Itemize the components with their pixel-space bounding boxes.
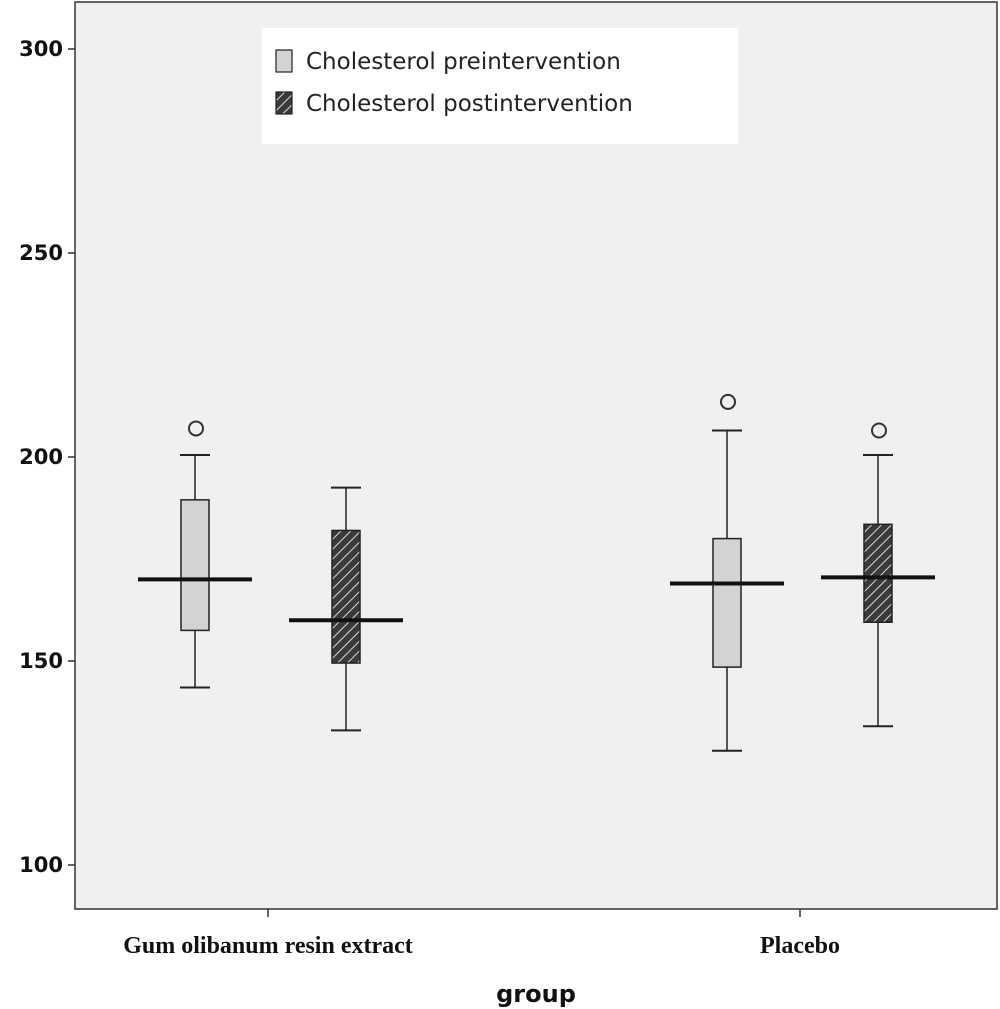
outlier-point bbox=[720, 393, 736, 410]
legend-label: Cholesterol preintervention bbox=[306, 49, 621, 75]
x-axis-title: group bbox=[496, 980, 576, 1008]
x-tick-label: Gum olibanum resin extract bbox=[123, 933, 413, 959]
legend-swatch bbox=[275, 91, 293, 115]
box bbox=[180, 499, 210, 632]
legend-swatch bbox=[275, 49, 293, 73]
y-tick-label: 100 bbox=[19, 853, 63, 877]
box-series bbox=[138, 393, 935, 752]
x-tick-label: Placebo bbox=[760, 933, 840, 959]
legend: Cholesterol preintervention Cholesterol p… bbox=[262, 28, 738, 144]
box bbox=[712, 537, 742, 668]
y-tick-label: 150 bbox=[19, 649, 63, 673]
y-tick-label: 250 bbox=[19, 241, 63, 265]
outlier-point bbox=[188, 420, 204, 437]
legend-box bbox=[262, 28, 738, 144]
y-tick-label: 200 bbox=[19, 445, 63, 469]
box bbox=[863, 523, 893, 623]
box bbox=[331, 529, 361, 664]
plot-area bbox=[74, 1, 998, 910]
y-axis: 100 150 200 250 300 bbox=[19, 37, 75, 877]
legend-label: Cholesterol postintervention bbox=[306, 91, 633, 117]
y-tick-label: 300 bbox=[19, 37, 63, 61]
outlier-point bbox=[871, 422, 887, 439]
x-axis: Gum olibanum resin extract Placebo bbox=[123, 909, 840, 959]
